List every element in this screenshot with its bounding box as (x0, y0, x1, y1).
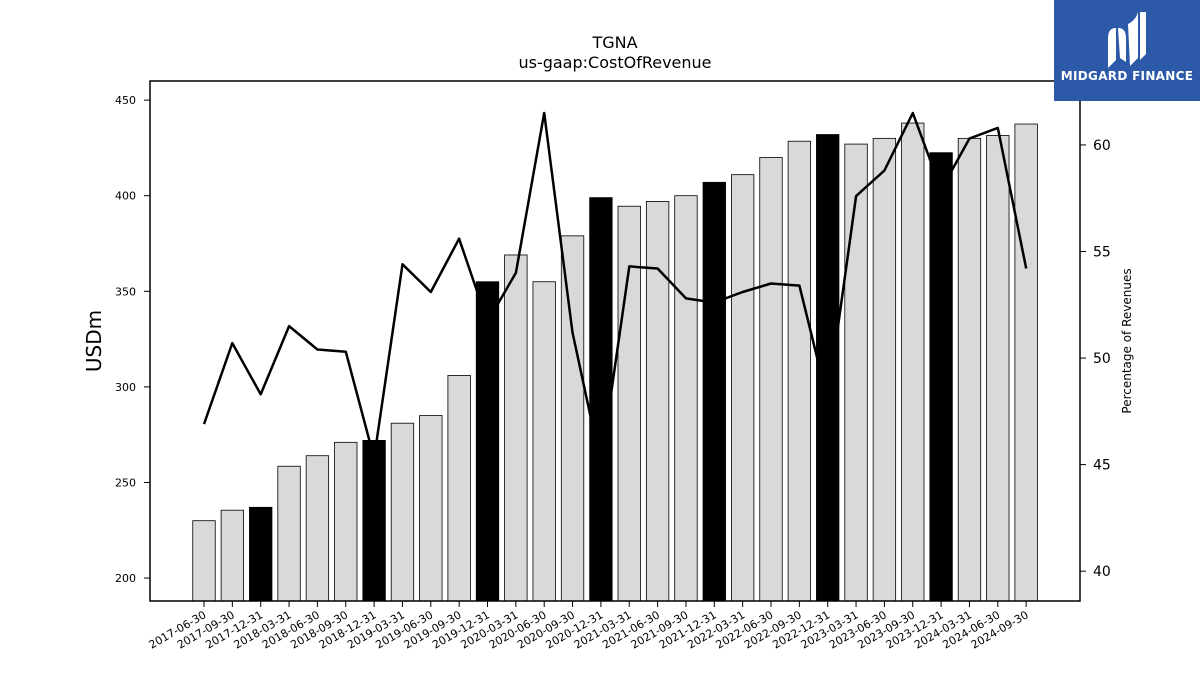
y-tick-label-400: 400 (115, 190, 136, 203)
y-tick-label-200: 200 (115, 572, 136, 585)
y-tick-label-300: 300 (115, 381, 136, 394)
y-tick-label-350: 350 (115, 285, 136, 298)
bar-2019-09-30 (447, 375, 471, 602)
y-right-tick-label-55: 55 (1093, 244, 1111, 260)
bar-2022-09-30 (787, 140, 811, 602)
bar-2017-12-31 (249, 506, 273, 602)
bar-2021-12-31 (702, 181, 726, 602)
bar-2019-12-31 (475, 281, 500, 602)
percentage-line (202, 111, 1028, 466)
bar-2024-06-30 (986, 135, 1010, 602)
bar-2019-03-31 (390, 422, 415, 602)
y-tick-label-450: 450 (115, 94, 136, 107)
bar-2018-06-30 (305, 455, 330, 602)
line-group (202, 111, 1028, 466)
bar-2020-06-30 (532, 281, 556, 602)
y-right-tick-label-50: 50 (1093, 351, 1111, 367)
bar-2018-03-31 (277, 465, 301, 602)
bar-2023-12-31 (929, 152, 953, 602)
bar-2023-03-31 (844, 143, 868, 602)
bar-2022-06-30 (759, 157, 783, 602)
y-right-tick-label-45: 45 (1093, 458, 1111, 474)
y-axis-label-right: Percentage of Revenues (1120, 268, 1134, 413)
bar-2019-06-30 (419, 415, 443, 602)
bar-2022-03-31 (731, 174, 755, 602)
logo-mark-icon (1108, 12, 1146, 68)
plot-frame (149, 80, 1081, 602)
bar-2020-03-31 (504, 254, 528, 602)
bar-2024-03-31 (957, 137, 982, 602)
bar-2024-09-30 (1014, 123, 1038, 602)
logo-text: MIDGARD FINANCE (1060, 69, 1194, 83)
y-right-tick-label-60: 60 (1093, 138, 1111, 154)
brand-logo: MIDGARD FINANCE (1054, 0, 1200, 101)
bar-2021-09-30 (674, 195, 698, 602)
bar-2020-12-31 (589, 197, 613, 602)
bar-2023-09-30 (901, 122, 925, 602)
y-tick-label-250: 250 (115, 476, 136, 489)
y-right-tick-label-40: 40 (1093, 564, 1111, 580)
chart-subtitle: us-gaap:CostOfRevenue (518, 53, 711, 72)
y-axis-label: USDm (82, 310, 106, 372)
bar-2020-09-30 (560, 235, 585, 602)
bar-2018-12-31 (362, 440, 386, 602)
bar-2023-06-30 (872, 137, 897, 602)
bar-2018-09-30 (334, 441, 358, 602)
bar-2017-09-30 (220, 509, 245, 602)
bar-2017-06-30 (192, 520, 216, 602)
bar-2021-06-30 (645, 201, 670, 602)
chart-title: TGNA (591, 33, 637, 52)
